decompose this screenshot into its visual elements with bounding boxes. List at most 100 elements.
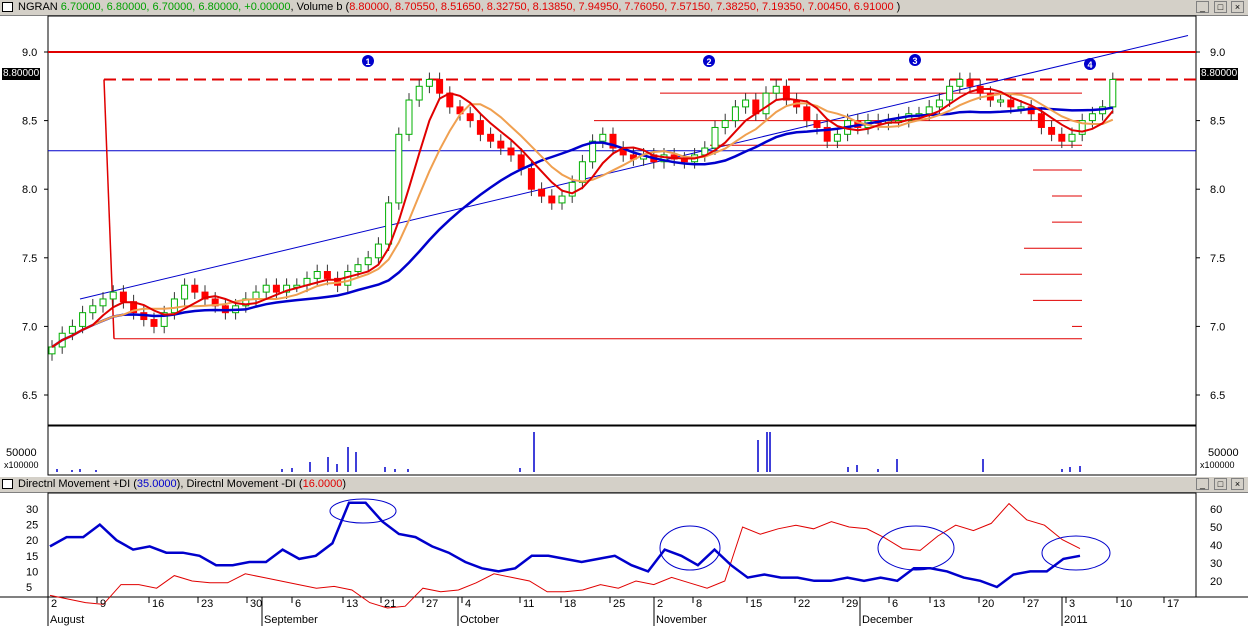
close-button[interactable]: × xyxy=(1231,478,1244,490)
plus-di-line xyxy=(49,501,1081,589)
maximize-button[interactable]: □ xyxy=(1214,1,1227,13)
ma-slow-line xyxy=(51,106,1114,349)
x-month-label: August xyxy=(50,614,84,626)
dmi-panel-titlebar: Directnl Movement +DI (35.0000), Directn… xyxy=(0,477,1248,493)
annotation-ellipse xyxy=(329,498,397,524)
x-month-label: December xyxy=(862,614,913,626)
candle-up xyxy=(262,284,270,293)
last-price-tag-left: 8.80000 xyxy=(2,68,41,80)
candle-up xyxy=(599,133,607,142)
candle-down xyxy=(823,126,831,142)
plus-di-label: Directnl Movement +DI ( xyxy=(18,478,137,490)
candle-up xyxy=(833,133,841,142)
candle-up xyxy=(568,181,576,197)
trend-line xyxy=(79,35,1189,300)
close-button[interactable]: × xyxy=(1231,1,1244,13)
x-day-label: 2 xyxy=(657,598,663,610)
candle-up xyxy=(1078,120,1086,135)
candle-up xyxy=(425,78,433,87)
volume-scale-right: x100000 xyxy=(1200,460,1235,470)
candle-down xyxy=(436,78,444,94)
candle-down xyxy=(507,147,515,156)
candle-down xyxy=(272,284,280,293)
dmi-tick-left: 15 xyxy=(26,551,38,563)
candle-up xyxy=(589,140,597,163)
ma-mid-line xyxy=(51,93,1114,348)
candle-up xyxy=(68,325,76,334)
price-tick-right: 9.0 xyxy=(1210,47,1225,59)
x-day-label: 11 xyxy=(523,598,534,610)
volume-layer xyxy=(56,432,1081,472)
candle-up xyxy=(313,271,321,279)
panel-icon xyxy=(2,479,13,489)
candle-down xyxy=(476,120,484,135)
candle-down xyxy=(1048,126,1056,135)
candle-up xyxy=(1088,113,1096,122)
price-tick-right: 6.5 xyxy=(1210,390,1225,402)
plus-di-value: 35.0000 xyxy=(136,478,177,490)
volume-tick-right: 50000 xyxy=(1208,447,1239,459)
candle-up xyxy=(354,264,362,273)
volume-scale-left: x100000 xyxy=(4,460,39,470)
marker-1-icon xyxy=(362,55,374,67)
dmi-tick-right: 30 xyxy=(1210,558,1222,570)
candle-up xyxy=(79,312,87,327)
price-tick-left: 6.5 xyxy=(22,390,37,402)
price-tick-right: 8.0 xyxy=(1210,184,1225,196)
candle-up xyxy=(405,99,413,135)
x-day-label: 6 xyxy=(295,598,301,610)
price-tick-left: 8.0 xyxy=(22,184,37,196)
ma-fast-line xyxy=(51,88,1114,348)
x-day-label: 27 xyxy=(426,598,438,610)
candle-up xyxy=(48,346,56,355)
candle-up xyxy=(415,85,423,101)
candle-down xyxy=(1007,99,1015,108)
price-tick-left: 9.0 xyxy=(22,47,37,59)
level-values: 8.80000, 8.70550, 8.51650, 8.32750, 8.13… xyxy=(349,1,894,13)
panel-icon xyxy=(2,2,13,12)
candle-down xyxy=(150,319,158,327)
x-month-label: 2011 xyxy=(1064,614,1088,626)
annotation-ellipse xyxy=(659,525,721,571)
candle-down xyxy=(517,154,525,170)
x-day-label: 21 xyxy=(384,598,396,610)
x-month-label: September xyxy=(264,614,318,626)
symbol-label: NGRAN xyxy=(18,1,58,13)
x-day-label: 10 xyxy=(1120,598,1132,610)
annotation-ellipse xyxy=(877,525,955,571)
volume-label: , Volume b ( xyxy=(290,1,350,13)
title-close: ) xyxy=(342,478,347,490)
marker-1-label: 1 xyxy=(365,57,370,67)
x-day-label: 27 xyxy=(1027,598,1039,610)
candle-up xyxy=(772,85,780,94)
marker-4-label: 4 xyxy=(1087,60,1092,70)
minimize-button[interactable]: _ xyxy=(1196,478,1209,490)
minus-di-line xyxy=(49,502,1081,609)
candle-down xyxy=(548,195,556,204)
volume-panel-frame xyxy=(47,425,1197,476)
candle-up xyxy=(99,298,107,307)
x-day-label: 18 xyxy=(564,598,576,610)
candle-up xyxy=(1068,133,1076,142)
x-day-label: 9 xyxy=(100,598,106,610)
title-close: ) xyxy=(893,1,901,13)
marker-4-icon xyxy=(1084,58,1096,70)
candle-up xyxy=(935,99,943,108)
price-layer: 1 2 3 4 xyxy=(48,35,1196,361)
x-day-label: 8 xyxy=(696,598,702,610)
price-tick-left: 8.5 xyxy=(22,116,37,128)
x-day-label: 2 xyxy=(51,598,57,610)
candle-up xyxy=(364,257,372,266)
x-day-label: 13 xyxy=(346,598,358,610)
candle-up xyxy=(374,243,382,259)
candle-up xyxy=(1109,78,1117,108)
minimize-button[interactable]: _ xyxy=(1196,1,1209,13)
candle-up xyxy=(181,284,189,300)
candle-down xyxy=(1058,133,1066,142)
candle-up xyxy=(160,312,168,327)
maximize-button[interactable]: □ xyxy=(1214,478,1227,490)
dmi-tick-left: 25 xyxy=(26,520,38,532)
marker-3-label: 3 xyxy=(912,56,917,66)
candle-up xyxy=(742,99,750,108)
